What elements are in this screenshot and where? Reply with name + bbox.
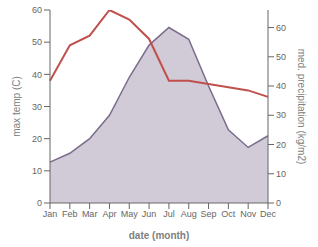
svg-text:Oct: Oct [221,209,236,219]
svg-text:20: 20 [32,134,42,144]
svg-text:max temp (C): max temp (C) [11,76,22,137]
svg-text:Feb: Feb [62,209,78,219]
svg-text:0: 0 [37,198,42,208]
svg-text:60: 60 [32,5,42,15]
svg-text:Jul: Jul [163,209,175,219]
svg-text:50: 50 [276,52,286,62]
svg-text:Jan: Jan [43,209,58,219]
svg-text:10: 10 [276,169,286,179]
svg-text:10: 10 [32,166,42,176]
svg-text:Sep: Sep [201,209,217,219]
svg-text:60: 60 [276,23,286,33]
svg-text:50: 50 [32,37,42,47]
svg-text:40: 40 [276,81,286,91]
svg-text:date (month): date (month) [129,230,190,241]
svg-text:40: 40 [32,70,42,80]
svg-text:Jun: Jun [142,209,157,219]
svg-text:Nov: Nov [240,209,257,219]
svg-text:Mar: Mar [82,209,98,219]
svg-text:Dec: Dec [260,209,277,219]
svg-text:30: 30 [32,102,42,112]
svg-text:20: 20 [276,140,286,150]
svg-text:med. precipitation (kg/m2): med. precipitation (kg/m2) [296,49,307,165]
svg-text:30: 30 [276,110,286,120]
svg-text:Apr: Apr [102,209,116,219]
svg-text:Aug: Aug [181,209,197,219]
svg-text:May: May [121,209,139,219]
svg-text:0: 0 [276,198,281,208]
